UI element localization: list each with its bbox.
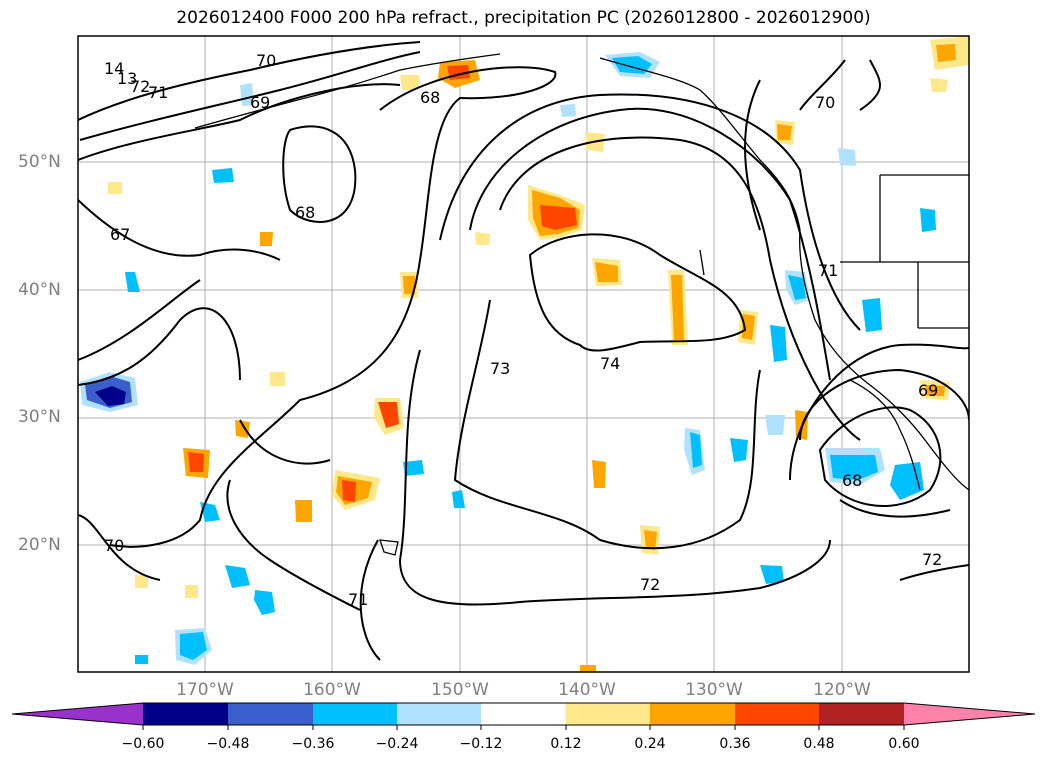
colorbar-segment (904, 703, 1035, 725)
colorbar-tick-label: 0.36 (719, 736, 751, 752)
longitude-label: 170°W (176, 680, 234, 700)
precip-negative-shading (80, 52, 936, 665)
contour-label: 72 (922, 550, 942, 569)
colorbar-segment (819, 703, 904, 725)
colorbar-tick-label: −0.48 (206, 736, 250, 752)
colorbar-segment (313, 703, 397, 725)
colorbar-tick-label: 0.12 (550, 736, 582, 752)
contour-label: 14 (104, 59, 124, 78)
longitude-label: 150°W (431, 680, 489, 700)
contour-label: 74 (600, 354, 620, 373)
contour-label: 72 (640, 575, 660, 594)
contour-label: 71 (818, 261, 838, 280)
contour-label: 68 (295, 203, 315, 222)
colorbar-segment (397, 703, 481, 725)
contour-label: 70 (256, 51, 276, 70)
colorbar-tick-label: −0.24 (375, 736, 419, 752)
contour-label: 68 (842, 471, 862, 490)
colorbar-segment (481, 703, 566, 725)
latitude-label: 30°N (18, 407, 61, 427)
longitude-label: 160°W (303, 680, 361, 700)
colorbar-tick-label: −0.12 (459, 736, 503, 752)
longitude-label: 130°W (685, 680, 743, 700)
latitude-label: 20°N (18, 535, 61, 555)
colorbar-tick-label: −0.60 (121, 736, 165, 752)
contour-label: 71 (148, 83, 168, 102)
latitude-label: 50°N (18, 152, 61, 172)
contour-label: 13 (117, 69, 137, 88)
colorbar-segment (735, 703, 819, 725)
contour-label: 68 (420, 88, 440, 107)
colorbar-segment (228, 703, 313, 725)
contour-label: 69 (918, 381, 938, 400)
longitude-label: 120°W (813, 680, 871, 700)
contour-label: 73 (490, 359, 510, 378)
colorbar-segment (12, 703, 143, 725)
colorbar-tick-label: 0.24 (634, 736, 666, 752)
contour-label: 72 (130, 77, 150, 96)
contour-label: 71 (348, 590, 368, 609)
refractivity-contours (78, 41, 969, 661)
coastline (194, 53, 969, 556)
map-frame (77, 35, 970, 673)
contour-label: 70 (815, 93, 835, 112)
colorbar-tick-label: 0.60 (888, 736, 920, 752)
colorbar-segment (143, 703, 228, 725)
contour-label: 70 (104, 536, 124, 555)
graticule (78, 36, 969, 672)
colorbar-tick-label: −0.36 (291, 736, 335, 752)
colorbar (11, 702, 1036, 730)
map-title: 2026012400 F000 200 hPa refract., precip… (176, 8, 871, 28)
colorbar-segment (650, 703, 735, 725)
contour-label-group: 70 69 68 67 68 73 74 72 71 70 68 69 70 7… (104, 51, 942, 609)
colorbar-segment (566, 703, 650, 725)
colorbar-tick-label: 0.48 (803, 736, 835, 752)
longitude-label: 140°W (558, 680, 616, 700)
map-background (78, 36, 969, 672)
latitude-label: 40°N (18, 280, 61, 300)
contour-label: 67 (110, 225, 130, 244)
contour-label: 69 (250, 93, 270, 112)
